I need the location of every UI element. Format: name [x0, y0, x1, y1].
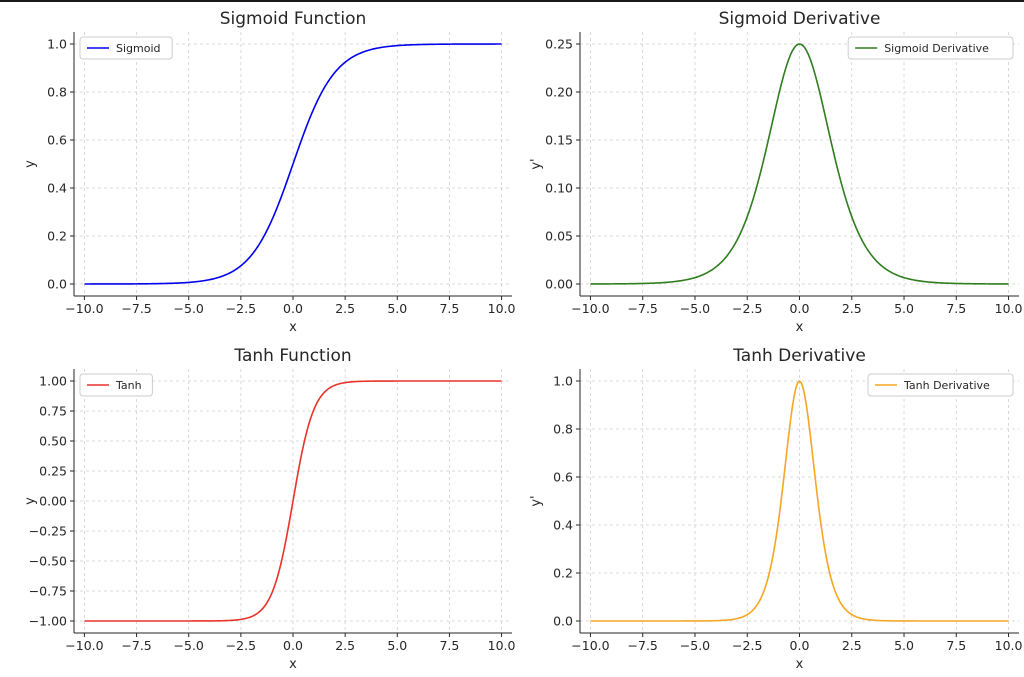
legend-box — [79, 373, 153, 397]
x-tick-label: 7.5 — [946, 638, 966, 653]
series-line-tanh — [84, 380, 502, 622]
y-tick-label: −0.75 — [29, 584, 67, 599]
x-tick-label: 10.0 — [995, 301, 1023, 316]
legend-label: Sigmoid — [116, 42, 161, 55]
x-axis-label: x — [796, 657, 804, 672]
y-axis-label: y' — [529, 495, 544, 506]
y-tick-label: 0.8 — [553, 422, 573, 437]
y-axis-label: y — [23, 497, 38, 505]
y-tick-label: 0.50 — [39, 434, 67, 449]
x-tick-label: 2.5 — [335, 301, 355, 316]
x-tick-label: −5.0 — [174, 301, 204, 316]
y-tick-label: 0.25 — [39, 464, 67, 479]
x-tick-label: −5.0 — [174, 638, 204, 653]
y-tick-label: 0.4 — [553, 518, 573, 533]
x-tick-label: 10.0 — [488, 638, 516, 653]
x-tick-label: −10.0 — [571, 638, 609, 653]
y-tick-label: 0.6 — [47, 133, 67, 148]
chart-title: Sigmoid Derivative — [719, 9, 881, 29]
x-tick-label: −7.5 — [628, 638, 658, 653]
series-line-tanh-derivative — [590, 380, 1009, 622]
x-tick-label: −2.5 — [226, 301, 256, 316]
y-tick-label: 0.6 — [553, 470, 573, 485]
chart-title: Sigmoid Function — [220, 9, 367, 29]
y-tick-label: 0.05 — [545, 229, 573, 244]
legend-box — [847, 36, 1014, 60]
x-tick-label: 5.0 — [387, 638, 407, 653]
chart-tanh-derivative: −10.0 −7.5 −5.0 −2.5 0.0 2.5 5.0 7.5 10.0 0.0 0.2 0… — [529, 346, 1023, 672]
chart-title: Tanh Function — [233, 346, 351, 366]
legend-label: Sigmoid Derivative — [884, 42, 989, 55]
y-tick-label: 0.8 — [47, 85, 67, 100]
x-tick-label: −2.5 — [732, 638, 762, 653]
top-border — [0, 0, 1024, 2]
x-axis-label: x — [796, 320, 804, 335]
x-tick-label: −5.0 — [680, 638, 710, 653]
x-tick-label: −7.5 — [121, 638, 151, 653]
x-axis-label: x — [289, 320, 297, 335]
x-tick-label: −5.0 — [680, 301, 710, 316]
series-line-sigmoid — [84, 43, 502, 285]
y-tick-label: 0.00 — [545, 277, 573, 292]
chart-sigmoid: −10.0 −7.5 −5.0 −2.5 0.0 2.5 5.0 7.5 10.0 0.0 0.2 0… — [23, 9, 516, 335]
chart-title: Tanh Derivative — [732, 346, 866, 366]
x-tick-label: −2.5 — [732, 301, 762, 316]
legend-box — [867, 373, 1014, 397]
x-tick-label: 5.0 — [894, 301, 914, 316]
x-tick-label: 2.5 — [842, 638, 862, 653]
y-tick-label: 0.20 — [545, 85, 573, 100]
x-tick-label: 2.5 — [335, 638, 355, 653]
y-tick-label: 0.2 — [47, 229, 67, 244]
x-tick-label: 7.5 — [439, 638, 459, 653]
x-tick-label: −10.0 — [65, 638, 103, 653]
y-tick-label: 1.0 — [553, 374, 573, 389]
x-tick-label: 0.0 — [283, 301, 303, 316]
y-axis-label: y — [23, 160, 38, 168]
chart-tanh: −10.0 −7.5 −5.0 −2.5 0.0 2.5 5.0 7.5 10.0 −1.00 −0… — [23, 346, 516, 672]
y-tick-label: 0.0 — [47, 277, 67, 292]
y-tick-label: 0.25 — [545, 37, 573, 52]
x-tick-label: 10.0 — [488, 301, 516, 316]
y-tick-label: 0.10 — [545, 181, 573, 196]
y-tick-label: 0.0 — [553, 614, 573, 629]
x-tick-label: 5.0 — [387, 301, 407, 316]
x-tick-label: −10.0 — [65, 301, 103, 316]
x-tick-label: 0.0 — [790, 301, 810, 316]
y-tick-label: 0.75 — [39, 404, 67, 419]
x-tick-label: 2.5 — [842, 301, 862, 316]
x-tick-label: 7.5 — [439, 301, 459, 316]
y-tick-label: 0.15 — [545, 133, 573, 148]
x-tick-label: −2.5 — [226, 638, 256, 653]
y-tick-label: −0.50 — [29, 554, 67, 569]
y-tick-label: 1.0 — [47, 37, 67, 52]
x-tick-label: −7.5 — [121, 301, 151, 316]
legend-label: Tanh Derivative — [903, 379, 990, 392]
x-tick-label: 0.0 — [283, 638, 303, 653]
x-tick-label: −10.0 — [571, 301, 609, 316]
x-tick-label: 7.5 — [946, 301, 966, 316]
series-line-sigmoid-derivative — [590, 43, 1009, 285]
x-tick-label: 0.0 — [790, 638, 810, 653]
legend-label: Tanh — [115, 379, 142, 392]
y-tick-label: 1.00 — [39, 374, 67, 389]
y-axis-label: y' — [529, 158, 544, 169]
y-tick-label: 0.2 — [553, 566, 573, 581]
x-tick-label: 10.0 — [995, 638, 1023, 653]
y-tick-label: −0.25 — [29, 524, 67, 539]
x-tick-label: −7.5 — [628, 301, 658, 316]
y-tick-label: 0.4 — [47, 181, 67, 196]
chart-sigmoid-derivative: −10.0 −7.5 −5.0 −2.5 0.0 2.5 5.0 7.5 10.0 0.00 0.0… — [529, 9, 1023, 335]
y-tick-label: 0.00 — [39, 494, 67, 509]
x-axis-label: x — [289, 657, 297, 672]
y-tick-label: −1.00 — [29, 614, 67, 629]
x-tick-label: 5.0 — [894, 638, 914, 653]
legend-box — [79, 36, 173, 60]
